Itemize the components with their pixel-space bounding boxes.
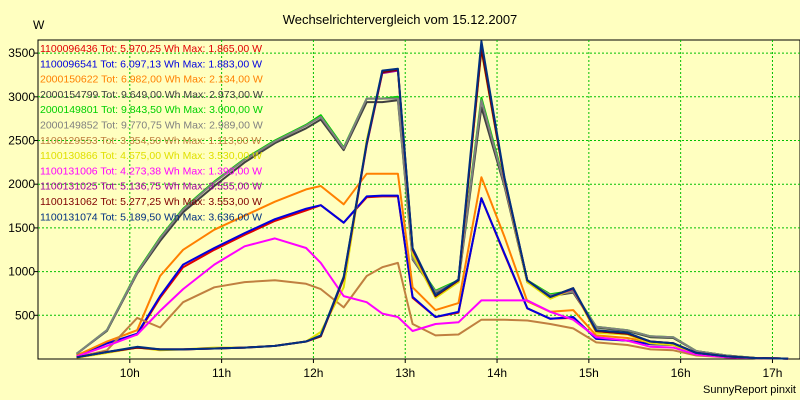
axes: 500 1000 1500 2000 2500 3000 3500 10h 11h 12h 13h 1…	[8, 46, 782, 380]
legend: 1100096436 Tot: 5.970,25 Wh Max: 1.865,0…	[40, 43, 263, 223]
credit-text: SunnyReport pinxit	[703, 384, 796, 396]
legend-entry-1100129553: 1100129553 Tot: 3.354,50 Wh Max: 1.113,0…	[40, 135, 261, 147]
x-tick-label: 17h	[762, 366, 782, 380]
legend-entry-1100131074: 1100131074 Tot: 5.189,50 Wh Max: 3.636,0…	[40, 211, 262, 223]
legend-entry-2000154799: 2000154799 Tot: 9.649,00 Wh Max: 2.973,0…	[40, 89, 263, 101]
x-tick-label: 15h	[579, 366, 599, 380]
series-line-1100129553	[76, 261, 789, 360]
series-line-1100131006	[76, 237, 789, 360]
x-tick-label: 14h	[487, 366, 507, 380]
x-tick-label: 10h	[120, 366, 140, 380]
legend-entry-1100131006: 1100131006 Tot: 4.273,38 Wh Max: 1.390,0…	[40, 165, 262, 177]
series-line-1100131074	[76, 40, 789, 360]
y-tick-label: 3500	[8, 46, 35, 60]
x-tick-label: 16h	[671, 366, 691, 380]
y-axis-unit-label: W	[33, 18, 45, 32]
legend-entry-1100131062: 1100131062 Tot: 5.277,25 Wh Max: 3.553,0…	[40, 196, 262, 208]
y-tick-label: 1500	[8, 221, 35, 235]
legend-entry-1100096541: 1100096541 Tot: 6.097,13 Wh Max: 1.883,0…	[40, 58, 262, 70]
series-lines	[75, 40, 789, 360]
y-tick-label: 2500	[8, 134, 35, 148]
x-tick-label: 11h	[212, 366, 231, 380]
legend-entry-1100131025: 1100131025 Tot: 5.136,75 Wh Max: 3.555,0…	[40, 181, 262, 193]
y-tick-label: 2000	[8, 177, 35, 191]
legend-entry-2000149852: 2000149852 Tot: 9.770,75 Wh Max: 2.989,0…	[40, 120, 263, 132]
grid	[38, 40, 800, 359]
chart-title: Wechselrichtervergleich vom 15.12.2007	[283, 12, 518, 27]
x-tick-label: 12h	[303, 366, 323, 380]
y-tick-label: 1000	[8, 265, 35, 279]
y-tick-label: 3000	[8, 90, 35, 104]
y-tick-label: 500	[15, 308, 35, 322]
legend-entry-2000150622: 2000150622 Tot: 6.982,00 Wh Max: 2.134,0…	[40, 74, 263, 86]
x-tick-label: 13h	[395, 366, 415, 380]
legend-entry-1100096436: 1100096436 Tot: 5.970,25 Wh Max: 1.865,0…	[40, 43, 262, 55]
legend-entry-2000149801: 2000149801 Tot: 9.843,50 Wh Max: 3.000,0…	[40, 104, 263, 116]
legend-entry-1100130866: 1100130866 Tot: 4.575,00 Wh Max: 3.530,0…	[40, 150, 262, 162]
